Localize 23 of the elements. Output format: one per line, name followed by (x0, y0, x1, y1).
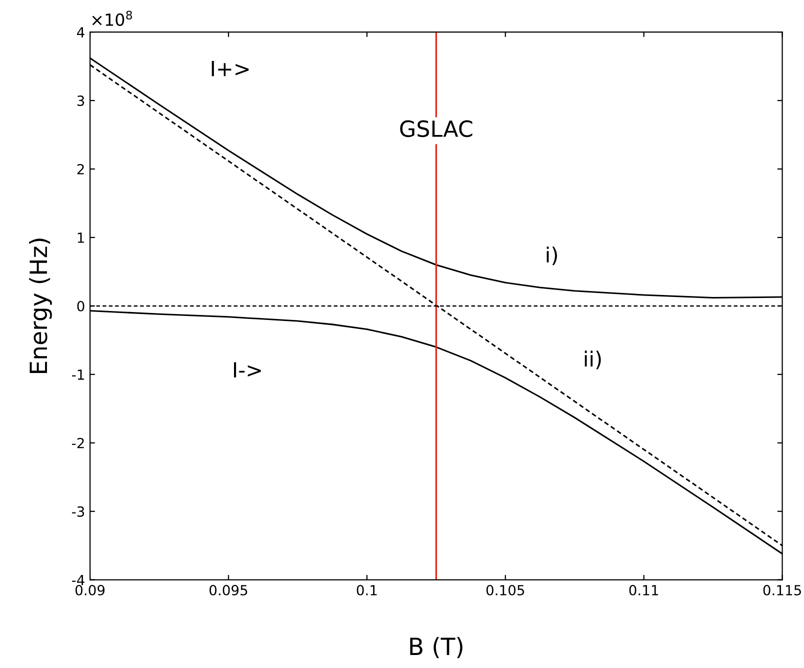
x-tick-label: 0.115 (763, 584, 801, 596)
y-tick-label: -4 (72, 574, 84, 586)
text: ×10$^{8}$ (92, 10, 132, 26)
y-tick-label: 1 (78, 232, 84, 243)
x-tick-label: 0.1 (356, 584, 377, 596)
annotation: ii) (584, 350, 601, 370)
x-axis-title: B (T) (410, 637, 462, 658)
ref-line-label: GSLAC (400, 120, 472, 138)
x-tick-label: 0.11 (629, 584, 658, 596)
annotation: I+> (212, 60, 249, 76)
y-tick-label: -1 (72, 370, 84, 380)
y-tick-label: 4 (77, 27, 84, 38)
annotation: i) (546, 246, 557, 266)
y-tick-label: 3 (77, 96, 84, 106)
y-tick-label: 0 (77, 300, 84, 312)
annotation: I-> (234, 362, 261, 378)
y-tick-label: -3 (72, 506, 84, 517)
x-tick-label: 0.105 (486, 584, 524, 596)
x-tick-label: 0.09 (76, 584, 105, 596)
x-tick-label: 0.095 (210, 584, 248, 596)
y-axis-title: Energy (Hz) (29, 238, 52, 373)
y-tick-label: -2 (72, 438, 84, 448)
y-tick-label: 2 (77, 164, 84, 174)
